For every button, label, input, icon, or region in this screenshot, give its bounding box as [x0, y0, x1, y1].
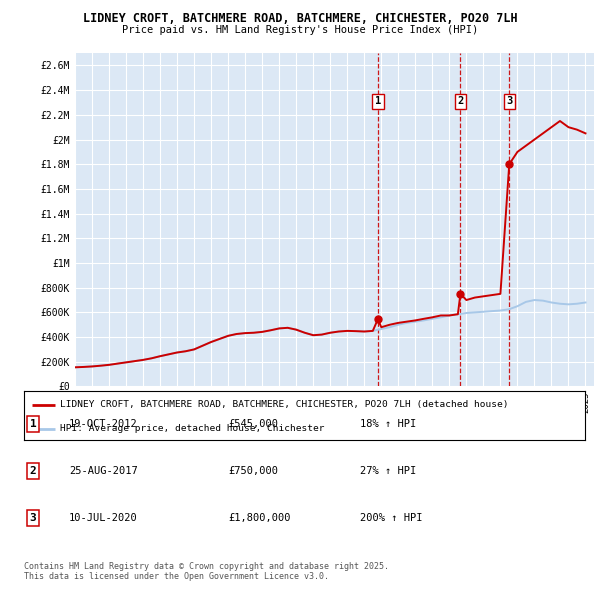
Text: HPI: Average price, detached house, Chichester: HPI: Average price, detached house, Chic…	[61, 424, 325, 434]
Text: 1: 1	[375, 96, 381, 106]
Text: Contains HM Land Registry data © Crown copyright and database right 2025.
This d: Contains HM Land Registry data © Crown c…	[24, 562, 389, 581]
Text: 2: 2	[457, 96, 464, 106]
Text: £545,000: £545,000	[228, 419, 278, 429]
Text: 200% ↑ HPI: 200% ↑ HPI	[360, 513, 422, 523]
Text: 2: 2	[29, 466, 37, 476]
Text: 25-AUG-2017: 25-AUG-2017	[69, 466, 138, 476]
Text: LIDNEY CROFT, BATCHMERE ROAD, BATCHMERE, CHICHESTER, PO20 7LH: LIDNEY CROFT, BATCHMERE ROAD, BATCHMERE,…	[83, 12, 517, 25]
Text: 3: 3	[29, 513, 37, 523]
Text: £750,000: £750,000	[228, 466, 278, 476]
Text: £1,800,000: £1,800,000	[228, 513, 290, 523]
Text: 3: 3	[506, 96, 512, 106]
Text: 1: 1	[29, 419, 37, 429]
Text: 18% ↑ HPI: 18% ↑ HPI	[360, 419, 416, 429]
Text: 27% ↑ HPI: 27% ↑ HPI	[360, 466, 416, 476]
Text: LIDNEY CROFT, BATCHMERE ROAD, BATCHMERE, CHICHESTER, PO20 7LH (detached house): LIDNEY CROFT, BATCHMERE ROAD, BATCHMERE,…	[61, 400, 509, 409]
Text: Price paid vs. HM Land Registry's House Price Index (HPI): Price paid vs. HM Land Registry's House …	[122, 25, 478, 35]
Text: 19-OCT-2012: 19-OCT-2012	[69, 419, 138, 429]
Text: 10-JUL-2020: 10-JUL-2020	[69, 513, 138, 523]
